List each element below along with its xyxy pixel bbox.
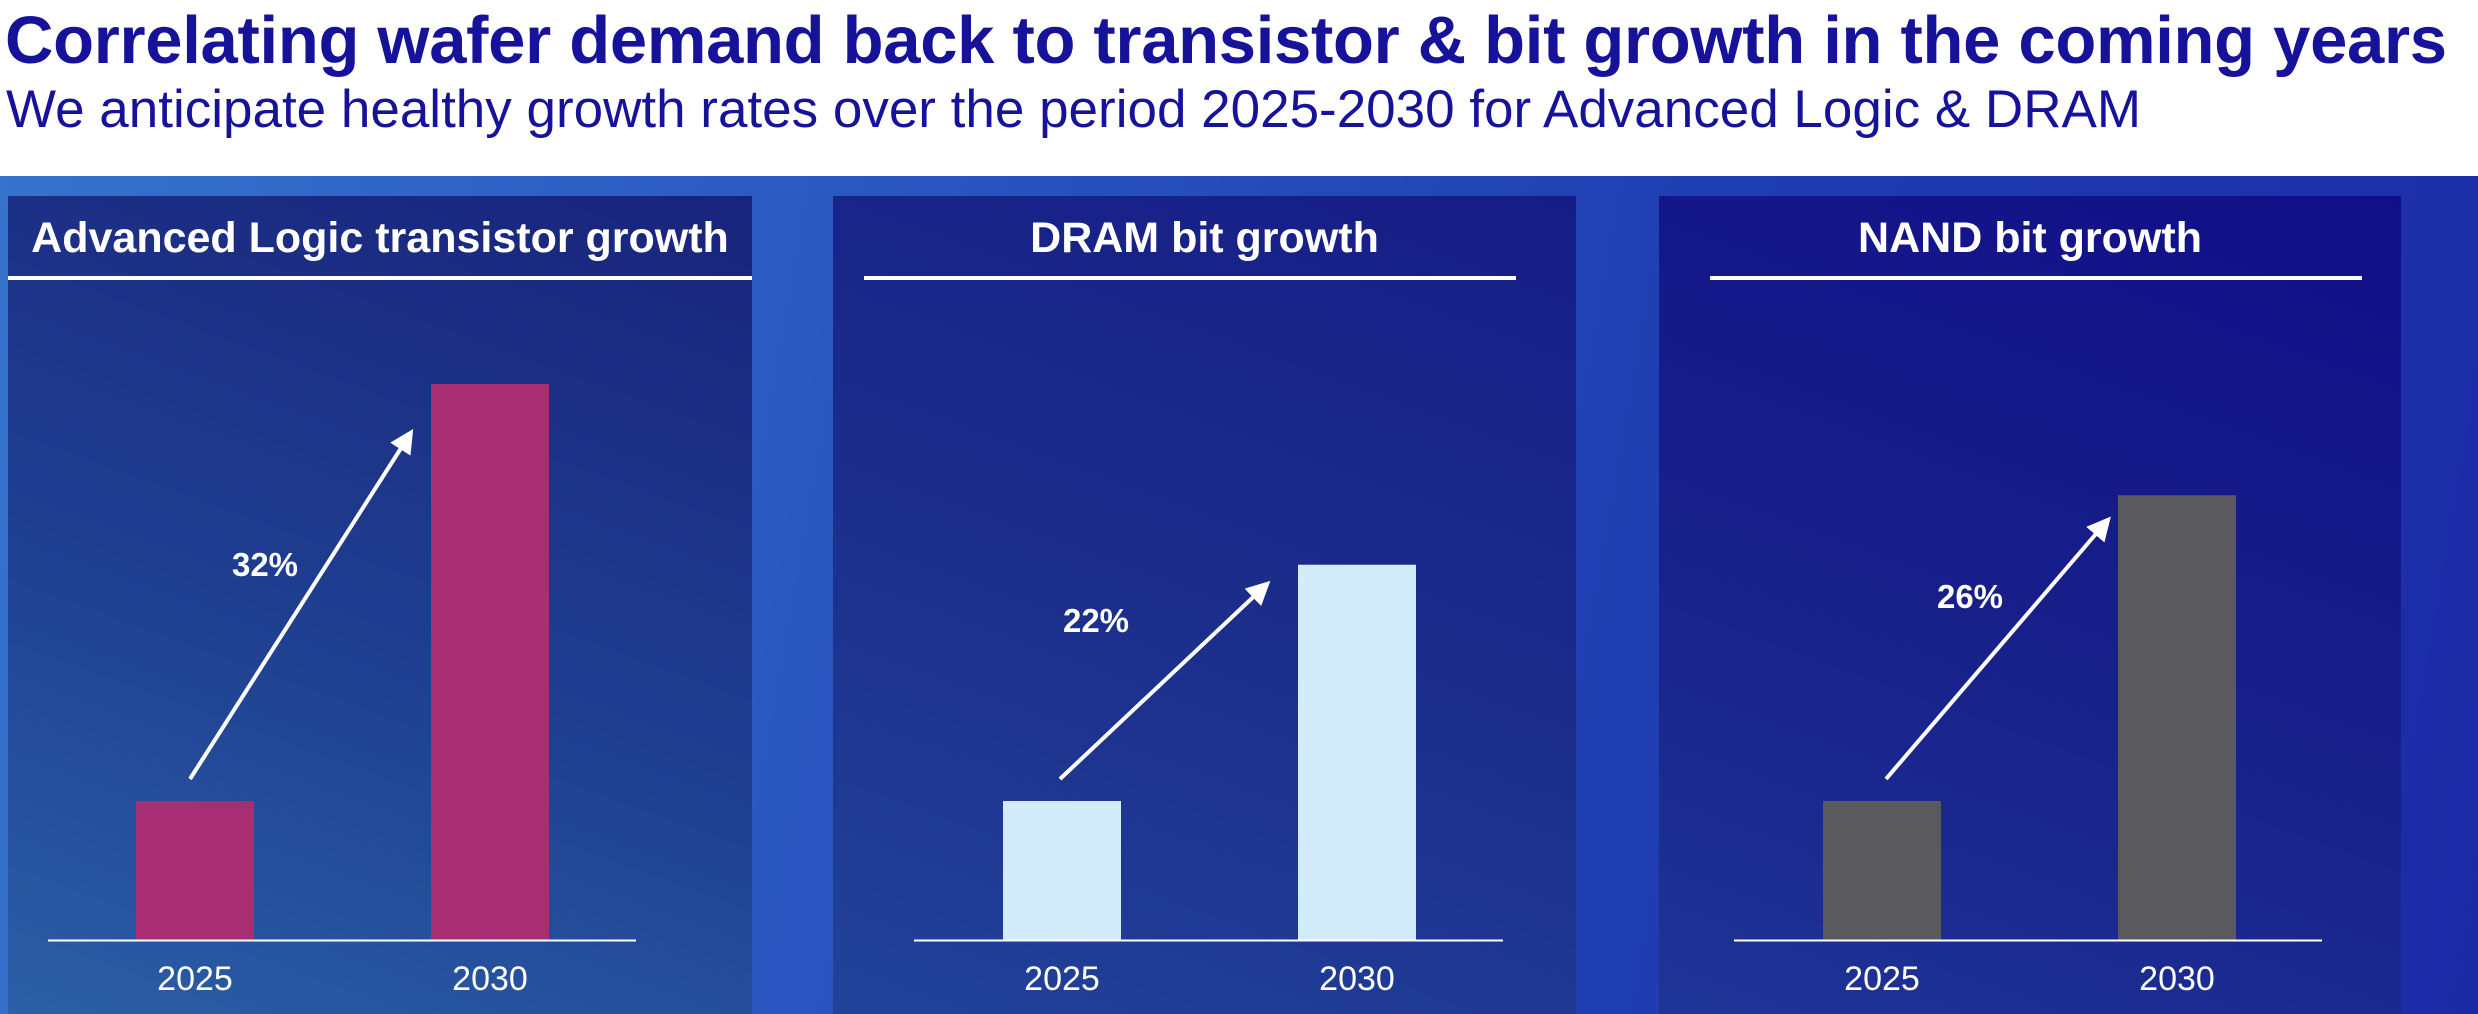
growth-rate-label: 22%: [1063, 602, 1129, 639]
chart-advanced-logic: 2025 2030 32%: [48, 384, 636, 998]
panel-title: Advanced Logic transistor growth: [31, 214, 729, 262]
growth-arrow: [1884, 516, 2111, 781]
slide-subtitle: We anticipate healthy growth rates over …: [6, 80, 2141, 139]
x-tick-label: 2025: [1844, 960, 1920, 998]
header: Correlating wafer demand back to transis…: [0, 0, 2478, 176]
panel-title: DRAM bit growth: [1030, 214, 1379, 262]
x-tick-label: 2030: [2139, 960, 2215, 998]
growth-arrow: [1058, 580, 1271, 781]
bar-2025: [1003, 801, 1121, 940]
title-underline: [8, 276, 752, 280]
chart-dram: 2025 2030 22%: [914, 564, 1503, 998]
panel-nand: NAND bit growth 2025 2030 26%: [1659, 196, 2401, 1014]
chart-nand: 2025 2030 26%: [1734, 495, 2322, 998]
bar-2025: [136, 801, 254, 940]
panel-advanced-logic: Advanced Logic transistor growth 2025 203…: [8, 196, 752, 1014]
x-tick-label: 2025: [1024, 960, 1100, 998]
panel-dram: DRAM bit growth 2025 2030 22%: [833, 196, 1576, 1014]
bar-2025: [1823, 801, 1941, 940]
title-underline: [1710, 276, 2362, 280]
x-tick-label: 2030: [452, 960, 528, 998]
bar-2030: [2118, 495, 2236, 940]
slide-title: Correlating wafer demand back to transis…: [5, 3, 2447, 78]
x-tick-label: 2030: [1319, 960, 1395, 998]
title-underline: [864, 276, 1516, 280]
bar-2030: [1298, 564, 1416, 940]
panel-title: NAND bit growth: [1858, 214, 2202, 262]
growth-arrow: [188, 428, 414, 781]
growth-rate-label: 32%: [232, 546, 298, 583]
growth-rate-label: 26%: [1937, 578, 2003, 615]
x-tick-label: 2025: [157, 960, 233, 998]
bar-2030: [431, 384, 549, 940]
